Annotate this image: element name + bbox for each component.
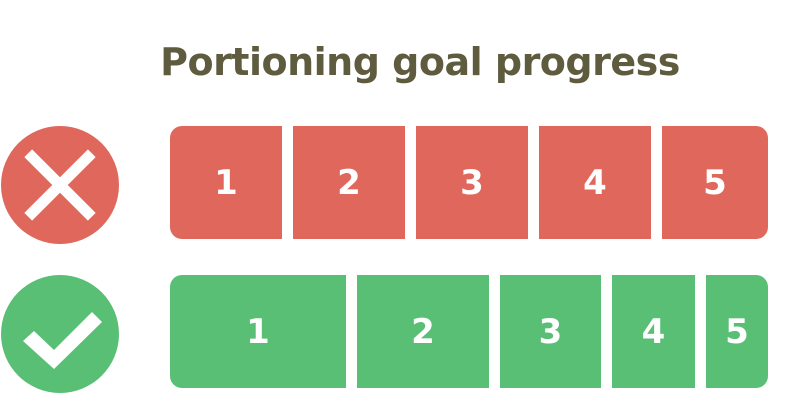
diagram-title: Portioning goal progress [160,40,680,84]
segment: 5 [706,275,768,388]
segment: 2 [357,275,489,388]
segment: 2 [293,126,405,239]
segment: 3 [416,126,528,239]
segment: 3 [500,275,601,388]
segment: 4 [539,126,651,239]
check-icon [1,275,119,393]
x-icon [1,126,119,244]
segment: 1 [170,275,346,388]
segment: 1 [170,126,282,239]
segment: 5 [662,126,768,239]
segment: 4 [612,275,695,388]
